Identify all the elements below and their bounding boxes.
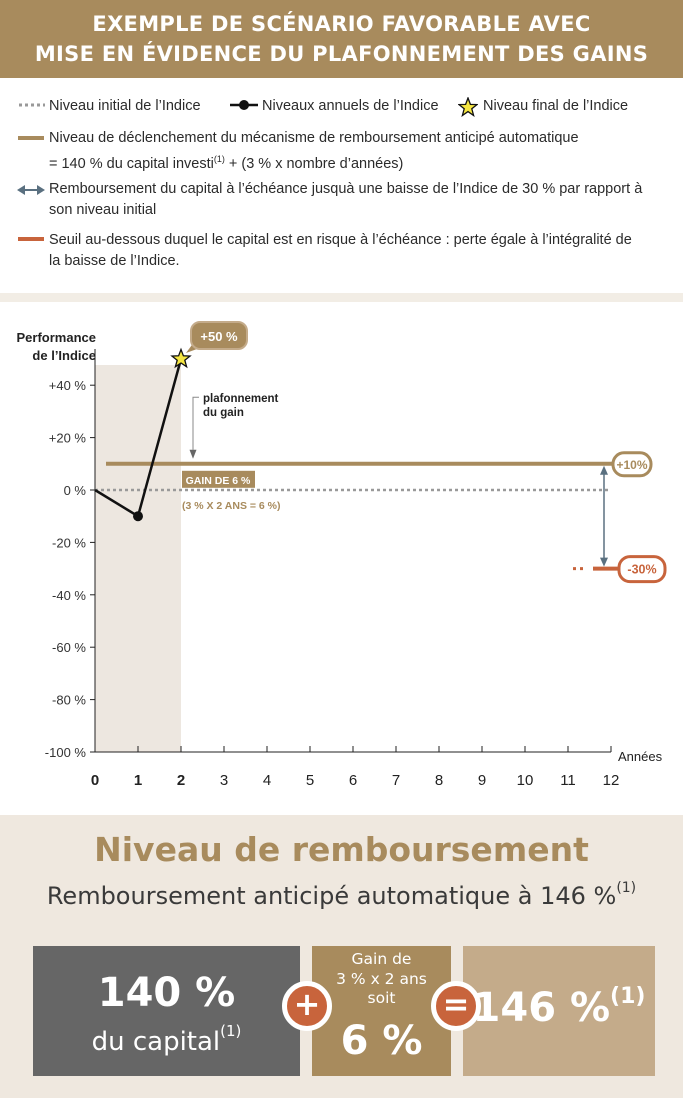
dotted-line-icon — [19, 103, 45, 107]
elapsed-period-shade — [95, 365, 181, 752]
gold-line-icon — [18, 136, 44, 140]
gain-percent: 6 % — [340, 1018, 423, 1064]
y-tick-label: -40 % — [52, 588, 86, 603]
cap-arrow-head — [189, 449, 197, 459]
legend-capital-line1: Remboursement du capital à l’échéance ju… — [49, 181, 643, 197]
y-tick-label: +20 % — [49, 431, 87, 446]
cap-annotation: plafonnement — [203, 393, 279, 405]
double-arrow-icon — [17, 185, 45, 195]
trigger-label-bubble — [611, 451, 653, 478]
gain-label-box — [182, 470, 255, 488]
x-tick-label: 8 — [435, 772, 443, 789]
legend: Niveau initial de l’Indice Niveaux annue… — [0, 78, 683, 293]
y-tick-label: -60 % — [52, 640, 86, 655]
gain-box: Gain de 3 % x 2 ans soit 6 % — [312, 946, 451, 1076]
total-percent: 146 %(1) — [472, 984, 646, 1031]
cap-bracket — [192, 396, 199, 450]
legend-risk-line1: Seuil au-dessous duquel le capital est e… — [49, 232, 632, 248]
capital-label: du capital(1) — [91, 1022, 242, 1057]
x-tick-label: 9 — [478, 772, 486, 789]
risk-label-bubble — [617, 555, 667, 584]
legend-annual-levels: Niveaux annuels de l’Indice — [262, 98, 439, 114]
header-title-line1: EXEMPLE DE SCÉNARIO FAVORABLE AVEC — [92, 12, 591, 36]
legend-trigger-line2: = 140 % du capital investi(1) + (3 % x n… — [49, 154, 404, 172]
page-header: EXEMPLE DE SCÉNARIO FAVORABLE AVEC MISE … — [0, 0, 683, 78]
legend-capital-line2: son niveau initial — [49, 202, 157, 218]
header-title-line2: MISE EN ÉVIDENCE DU PLAFONNEMENT DES GAI… — [34, 42, 649, 66]
gain-description: Gain de 3 % x 2 ans soit — [336, 950, 427, 1007]
separator — [0, 293, 683, 302]
line-with-dot-icon — [230, 100, 258, 110]
y-tick-label: +40 % — [49, 378, 87, 393]
plus-icon: + — [282, 981, 332, 1031]
risk-label-text: -30% — [627, 563, 656, 577]
summary-subtitle: Remboursement anticipé automatique à 146… — [46, 880, 637, 910]
legend-final-level: Niveau final de l’Indice — [483, 98, 629, 114]
y-axis-label: de l’Indice — [32, 348, 96, 363]
capital-box: 140 % du capital(1) — [33, 946, 300, 1076]
x-axis-label: Années — [618, 749, 663, 764]
performance-chart: +40 % +20 % 0 % -20 % -40 % -60 % -80 % -100 % 0… — [17, 321, 667, 789]
x-tick-label: 12 — [603, 772, 620, 789]
index-annual-point — [133, 511, 143, 522]
final-label-text: +50 % — [200, 329, 238, 344]
legend-initial-level: Niveau initial de l’Indice — [49, 98, 201, 114]
arrow-head-up — [600, 465, 608, 475]
capital-percent: 140 % — [97, 970, 236, 1016]
gain-label-text: GAIN DE 6 % — [186, 475, 251, 487]
x-tick-label: 6 — [349, 772, 357, 789]
final-label-bubble — [190, 321, 248, 350]
red-line-icon — [18, 237, 44, 241]
legend-trigger-line1: Niveau de déclenchement du mécanisme de … — [49, 130, 579, 146]
equals-icon: = — [431, 981, 481, 1031]
summary-title: Niveau de remboursement — [94, 830, 589, 869]
cap-annotation: du gain — [203, 407, 244, 419]
total-box: 146 %(1) — [463, 946, 655, 1076]
chart-area: +40 % +20 % 0 % -20 % -40 % -60 % -80 % -100 % 0… — [0, 302, 683, 815]
trigger-label-text: +10% — [616, 458, 647, 472]
gain-formula-text: (3 % X 2 ANS = 6 %) — [182, 500, 281, 512]
y-axis-label: Performance — [17, 330, 96, 345]
star-icon — [458, 97, 478, 117]
x-tick-label: 10 — [517, 772, 534, 789]
x-tick-label: 4 — [263, 772, 271, 789]
y-tick-label: -80 % — [52, 693, 86, 708]
legend-risk-line2: la baisse de l’Indice. — [49, 253, 180, 269]
arrow-head-down — [600, 557, 608, 567]
x-tick-label: 1 — [134, 772, 142, 789]
y-tick-label: 0 % — [64, 483, 87, 498]
x-tick-label: 0 — [91, 772, 99, 789]
y-tick-label: -20 % — [52, 535, 86, 550]
x-tick-label: 3 — [220, 772, 228, 789]
x-tick-label: 7 — [392, 772, 400, 789]
x-tick-label: 11 — [560, 772, 576, 789]
y-tick-label: -100 % — [45, 745, 87, 760]
x-tick-label: 5 — [306, 772, 314, 789]
final-level-star — [170, 347, 192, 369]
x-tick-label: 2 — [177, 772, 185, 789]
